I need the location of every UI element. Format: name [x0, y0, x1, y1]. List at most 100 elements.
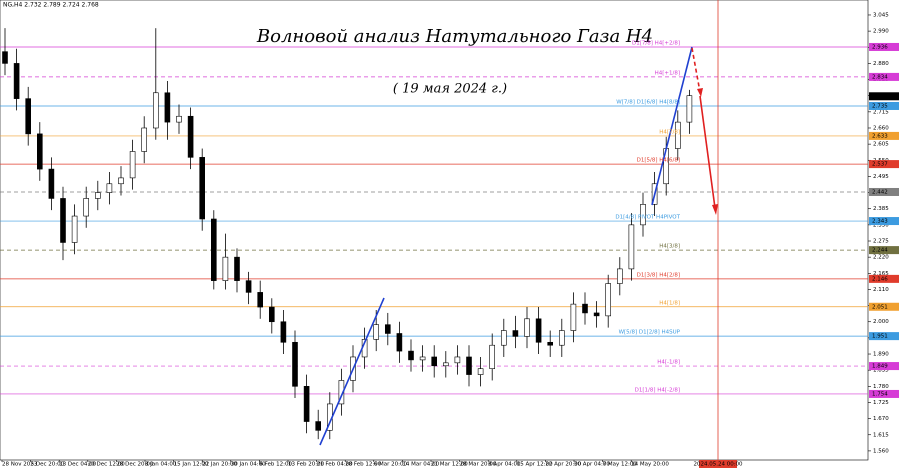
x-tick-label: 20 Dec 12:00 — [88, 462, 125, 468]
y-tick-label: 2.110 — [873, 287, 889, 293]
candle-body — [25, 98, 32, 135]
level-price-label: 2.834 — [872, 74, 888, 80]
level-label: D1[7/8] H4[+2/8] — [632, 40, 680, 46]
chart-subtitle: ( 19 мая 2024 г.) — [393, 82, 507, 97]
y-tick-label: 2.000 — [873, 319, 889, 325]
level-price-label: 1.849 — [872, 364, 888, 370]
y-tick-label: 2.495 — [873, 174, 889, 180]
x-tick-label: 28 Mar 20:00 — [460, 462, 497, 468]
y-tick-label: 1.670 — [873, 416, 889, 422]
level-label: D1[3/8] H4[2/8] — [637, 272, 680, 278]
y-tick-label: 2.715 — [873, 109, 889, 115]
candle-body — [431, 356, 438, 367]
current-price-label: 2.768 — [872, 94, 888, 100]
y-tick-label: 2.275 — [873, 239, 889, 245]
level-price-box — [869, 217, 899, 226]
candle-body — [199, 157, 205, 220]
x-tick-label: 30 Jan 04:00 — [231, 462, 266, 468]
candle-body — [582, 303, 588, 314]
candle-body — [211, 218, 217, 281]
x-tick-label: 15 Jan 12:00 — [174, 462, 209, 468]
candle-body — [454, 356, 461, 364]
x-tick-label: 13 Dec 04:00 — [59, 462, 96, 468]
level-price-box — [869, 302, 899, 311]
chart-header: NG,H4 2.732 2.789 2.724 2.768 — [3, 2, 99, 9]
x-tick-label: 28 Nov 2023 — [2, 462, 38, 468]
level-price-label: 1.754 — [872, 391, 888, 397]
candle-body — [106, 183, 113, 193]
candle-body — [71, 215, 78, 243]
level-label: H4[7/8] — [659, 129, 680, 135]
candle-body — [535, 318, 542, 343]
candle-body — [83, 198, 89, 217]
level-label: D1[1/8] H4[-2/8] — [635, 387, 680, 393]
candle-body — [280, 321, 287, 343]
y-tick-label: 2.990 — [873, 29, 889, 35]
y-tick-label: 2.660 — [873, 125, 889, 131]
level-price-box — [869, 362, 899, 371]
level-label: D1[4/8] PIVOT H4PIVOT — [615, 215, 680, 221]
candle-body — [500, 330, 507, 346]
candle-body — [640, 204, 646, 226]
x-tick-label: 28 Dec 20:00 — [116, 462, 153, 468]
forecast-arrow — [699, 95, 716, 209]
candle-body — [338, 380, 345, 405]
candle-body — [129, 151, 136, 179]
candle-body — [315, 421, 322, 431]
y-tick-label: 2.220 — [873, 255, 889, 261]
y-tick-label: 3.045 — [873, 12, 889, 18]
candle-body — [396, 333, 403, 352]
x-tick-label: 22 Jan 20:00 — [202, 462, 237, 468]
candle-body — [558, 330, 565, 346]
y-tick-label: 1.890 — [873, 352, 889, 358]
y-tick-label: 1.560 — [873, 448, 889, 454]
arrow-head — [712, 204, 718, 215]
level-label: W[5/8] D1[2/8] H4SUP — [619, 330, 681, 336]
candle-body — [164, 92, 171, 123]
candle-body — [512, 330, 519, 337]
candle-body — [674, 121, 681, 149]
candle-body — [234, 256, 240, 281]
y-tick-label: 1.780 — [873, 384, 889, 390]
candle-body — [489, 344, 496, 370]
candle-body — [593, 312, 600, 317]
arrow-head — [697, 88, 703, 97]
candle-body — [616, 268, 623, 284]
candle-body — [442, 362, 449, 367]
level-price-label: 2.735 — [872, 103, 888, 109]
x-tick-label: 21 Mar 12:00 — [431, 462, 468, 468]
y-tick-label: 2.330 — [873, 222, 889, 228]
date-marker-label: 2024.05.24 00:00 — [693, 462, 743, 468]
candle-body — [570, 303, 577, 331]
y-tick-label: 1.835 — [873, 368, 889, 374]
candle-body — [373, 324, 380, 340]
level-price-label: 2.537 — [872, 162, 888, 168]
candle-body — [419, 356, 426, 361]
candle-body — [36, 133, 43, 170]
wave-line — [319, 297, 385, 446]
x-tick-label: 30 Apr 04:00 — [574, 462, 610, 468]
x-tick-label: 28 Feb 12:00 — [345, 462, 382, 468]
level-label: H4[1/8] — [659, 300, 680, 306]
x-tick-label: 14 May 20:00 — [631, 462, 669, 468]
x-tick-label: 22 Apr 20:00 — [545, 462, 581, 468]
y-tick-label: 1.615 — [873, 432, 889, 438]
candle-body — [222, 256, 229, 281]
candle-body — [605, 283, 612, 317]
wave-line — [651, 46, 693, 206]
candle-body — [2, 51, 8, 64]
candle-body — [292, 341, 298, 387]
date-marker-box — [699, 460, 737, 468]
level-label: D1[5/8] H4[6/8] — [637, 158, 680, 164]
candle-body — [384, 324, 391, 334]
level-price-box — [869, 160, 899, 169]
level-price-box — [869, 72, 899, 81]
y-tick-label: 1.725 — [873, 400, 889, 406]
x-tick-label: 13 Feb 20:00 — [288, 462, 325, 468]
candle-body — [118, 177, 124, 185]
level-price-label: 2.633 — [872, 133, 888, 139]
candle-body — [303, 386, 310, 422]
level-price-label: 2.244 — [872, 248, 888, 254]
level-price-box — [869, 332, 899, 341]
